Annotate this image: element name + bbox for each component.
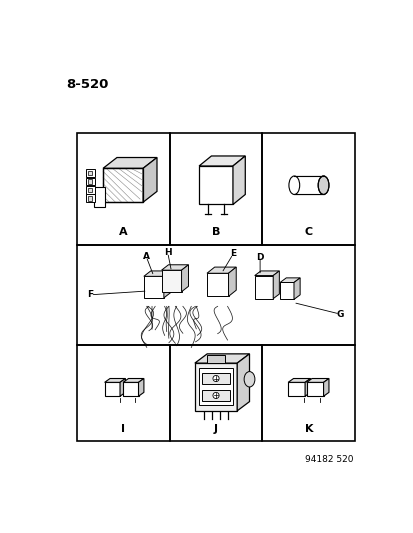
Polygon shape <box>181 265 188 292</box>
Ellipse shape <box>212 392 218 399</box>
Bar <box>169 345 262 441</box>
Polygon shape <box>86 195 95 202</box>
Polygon shape <box>86 177 95 185</box>
Polygon shape <box>195 363 237 411</box>
Bar <box>76 345 169 441</box>
Text: I: I <box>121 424 125 433</box>
Polygon shape <box>86 169 95 177</box>
Polygon shape <box>287 382 304 396</box>
Polygon shape <box>206 356 225 363</box>
Bar <box>202 373 229 384</box>
Polygon shape <box>103 168 143 202</box>
Polygon shape <box>88 196 92 200</box>
Polygon shape <box>206 267 236 273</box>
Text: K: K <box>304 424 312 433</box>
Polygon shape <box>280 278 299 282</box>
Polygon shape <box>323 378 328 396</box>
Polygon shape <box>88 179 92 184</box>
Polygon shape <box>123 382 138 396</box>
Polygon shape <box>280 282 293 300</box>
Polygon shape <box>88 188 92 192</box>
Bar <box>294 176 323 195</box>
Polygon shape <box>143 158 157 202</box>
Polygon shape <box>138 378 144 396</box>
Polygon shape <box>195 354 249 363</box>
Polygon shape <box>199 156 244 166</box>
Polygon shape <box>206 273 228 296</box>
Polygon shape <box>164 271 171 298</box>
Ellipse shape <box>244 372 254 387</box>
Polygon shape <box>304 378 310 396</box>
Polygon shape <box>254 276 273 298</box>
Ellipse shape <box>212 375 218 382</box>
Polygon shape <box>287 378 310 382</box>
Polygon shape <box>123 378 144 382</box>
Text: A: A <box>119 227 127 237</box>
Bar <box>76 245 354 345</box>
Polygon shape <box>273 271 279 298</box>
Polygon shape <box>104 378 125 382</box>
Polygon shape <box>228 267 236 296</box>
Polygon shape <box>120 378 125 396</box>
Text: G: G <box>335 310 343 319</box>
Polygon shape <box>233 156 244 205</box>
Polygon shape <box>237 354 249 411</box>
Polygon shape <box>143 276 164 298</box>
Bar <box>76 133 169 245</box>
Polygon shape <box>103 158 157 168</box>
Text: E: E <box>230 249 236 259</box>
Bar <box>262 345 354 441</box>
Polygon shape <box>161 265 188 270</box>
Text: F: F <box>87 290 93 300</box>
Text: A: A <box>142 252 149 261</box>
Text: 94182 520: 94182 520 <box>304 455 352 464</box>
Bar <box>294 176 323 195</box>
Bar <box>202 390 229 401</box>
Text: H: H <box>164 248 171 257</box>
Bar <box>199 368 233 406</box>
Polygon shape <box>86 186 95 193</box>
Polygon shape <box>161 270 181 292</box>
Polygon shape <box>143 271 171 276</box>
Text: J: J <box>214 424 218 433</box>
Bar <box>169 133 262 245</box>
Text: D: D <box>256 253 263 262</box>
Ellipse shape <box>318 176 328 195</box>
Polygon shape <box>88 171 92 175</box>
Polygon shape <box>94 187 104 207</box>
Polygon shape <box>254 271 279 276</box>
Ellipse shape <box>288 176 299 195</box>
Polygon shape <box>306 382 323 396</box>
Polygon shape <box>199 166 233 205</box>
Polygon shape <box>104 382 120 396</box>
Text: C: C <box>304 227 312 237</box>
Polygon shape <box>293 278 299 300</box>
Text: B: B <box>211 227 220 237</box>
Polygon shape <box>306 378 328 382</box>
Bar <box>262 133 354 245</box>
Text: 8-520: 8-520 <box>66 78 109 91</box>
